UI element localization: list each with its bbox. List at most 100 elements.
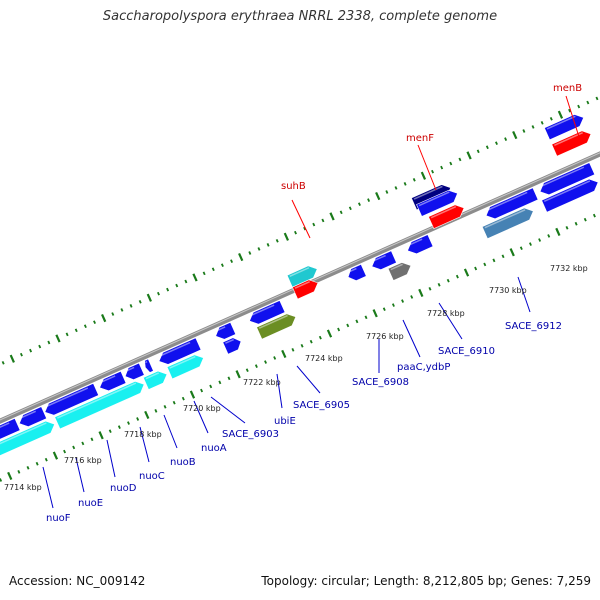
tick-mark bbox=[235, 370, 241, 379]
tick-mark bbox=[101, 313, 107, 323]
gene-highlight bbox=[124, 366, 135, 373]
gene-arrow bbox=[256, 313, 297, 340]
tick-mark bbox=[218, 380, 222, 385]
tick-mark bbox=[339, 210, 343, 215]
tick-mark bbox=[294, 230, 297, 235]
tick-mark bbox=[200, 388, 204, 393]
tick-mark bbox=[129, 304, 133, 308]
tick-mark bbox=[357, 202, 361, 207]
tick-mark bbox=[528, 242, 532, 246]
gene-label: nuoE bbox=[78, 498, 103, 509]
gene-arrow bbox=[428, 204, 465, 229]
tick-mark bbox=[44, 457, 48, 462]
gene-highlight bbox=[169, 355, 196, 369]
tick-mark bbox=[175, 283, 179, 288]
tick-mark bbox=[431, 169, 435, 174]
tick-mark bbox=[1, 361, 5, 365]
tick-mark bbox=[403, 182, 407, 186]
tick-mark bbox=[248, 251, 252, 255]
gene-label: SACE_6912 bbox=[505, 321, 562, 332]
tick-mark bbox=[136, 417, 140, 421]
kbp-labels: 7714 kbp 7716 kbp 7718 kbp 7720 kbp 7722 kbp… bbox=[4, 264, 588, 492]
tick-mark bbox=[227, 376, 231, 381]
label-leader bbox=[193, 400, 209, 434]
gene-highlight bbox=[546, 115, 576, 130]
genome-summary-text: Topology: circular; Length: 8,212,805 bp… bbox=[261, 574, 591, 588]
kbp-label: 7718 kbp bbox=[124, 430, 162, 439]
gene-arrow bbox=[249, 300, 286, 325]
tick-mark bbox=[509, 248, 515, 257]
gene-label: SACE_6905 bbox=[293, 400, 350, 411]
gene-highlight bbox=[484, 209, 526, 229]
tick-mark bbox=[63, 449, 67, 454]
gene-arrow bbox=[144, 358, 154, 373]
gene-arrow bbox=[485, 187, 539, 220]
tick-mark bbox=[474, 266, 478, 271]
tick-mark bbox=[254, 364, 258, 368]
tick-mark bbox=[108, 429, 112, 434]
backbone-line bbox=[0, 151, 600, 424]
tick-mark bbox=[458, 157, 462, 162]
tick-mark bbox=[266, 243, 270, 247]
gene-highlight bbox=[430, 206, 457, 219]
tick-mark bbox=[394, 186, 398, 190]
genome-backbone bbox=[0, 151, 600, 424]
tick-mark bbox=[111, 312, 115, 316]
gene-label: nuoF bbox=[46, 513, 71, 524]
tick-mark bbox=[181, 396, 185, 401]
kbp-label: 7720 kbp bbox=[183, 404, 221, 413]
kbp-label: 7716 kbp bbox=[64, 456, 102, 465]
gene-label: ubiE bbox=[274, 416, 296, 427]
tick-mark bbox=[385, 190, 389, 194]
tick-mark bbox=[346, 323, 350, 328]
label-leader bbox=[296, 365, 321, 394]
tick-mark bbox=[501, 254, 505, 259]
tick-mark bbox=[245, 368, 249, 373]
tick-mark bbox=[146, 293, 152, 302]
tick-mark bbox=[184, 279, 188, 284]
gene-highlight bbox=[485, 191, 528, 212]
tick-mark bbox=[455, 274, 459, 279]
tick-mark bbox=[547, 234, 551, 238]
gene-highlight bbox=[0, 422, 10, 429]
gene-highlight bbox=[44, 387, 89, 408]
tick-mark bbox=[492, 258, 496, 263]
tick-mark bbox=[144, 410, 150, 420]
tick-mark bbox=[281, 349, 287, 359]
tick-mark bbox=[428, 287, 432, 291]
tick-mark bbox=[35, 461, 39, 466]
gene-highlight bbox=[145, 372, 160, 380]
gene-label: nuoA bbox=[201, 443, 227, 454]
gene-highlight bbox=[258, 314, 288, 329]
gene-highlight bbox=[158, 341, 191, 358]
tick-mark bbox=[220, 263, 224, 268]
tick-mark bbox=[55, 334, 61, 343]
kbp-label: 7728 kbp bbox=[427, 309, 465, 318]
tick-mark bbox=[592, 213, 596, 218]
tick-mark bbox=[300, 343, 304, 348]
tick-mark bbox=[138, 299, 142, 304]
gene-label: SACE_6908 bbox=[352, 377, 409, 388]
tick-mark bbox=[410, 295, 414, 299]
label-leader bbox=[517, 276, 531, 313]
tick-mark bbox=[273, 356, 277, 360]
tick-mark bbox=[209, 384, 213, 389]
tick-mark bbox=[81, 441, 85, 446]
tick-mark bbox=[549, 116, 553, 121]
gene-features bbox=[0, 114, 599, 456]
accession-text: Accession: NC_009142 bbox=[9, 574, 146, 588]
gene-arrow bbox=[166, 354, 204, 380]
tick-mark bbox=[74, 328, 78, 333]
tick-mark bbox=[120, 308, 124, 312]
tick-mark bbox=[303, 226, 307, 231]
tick-mark bbox=[264, 360, 268, 364]
tick-mark bbox=[565, 226, 569, 230]
tick-mark bbox=[418, 288, 424, 298]
kbp-label: 7724 kbp bbox=[305, 354, 343, 363]
tick-mark bbox=[382, 307, 386, 312]
tick-mark bbox=[568, 108, 572, 113]
tick-mark bbox=[9, 354, 15, 363]
tick-mark bbox=[463, 268, 470, 277]
